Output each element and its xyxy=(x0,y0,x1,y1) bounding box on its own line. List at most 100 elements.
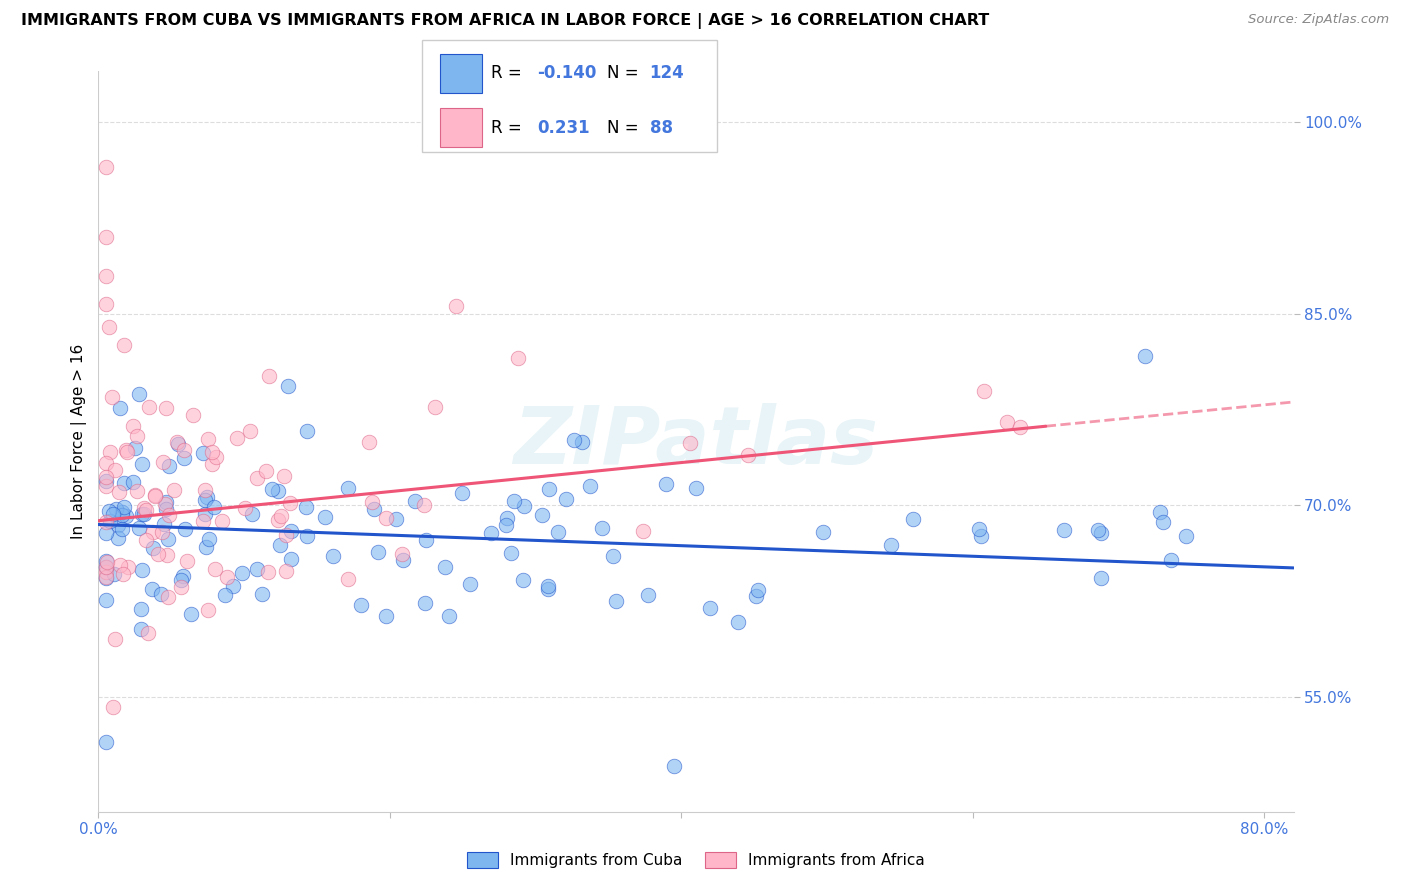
Point xyxy=(124,441,146,455)
Point xyxy=(392,552,415,566)
Point xyxy=(699,601,721,615)
Point xyxy=(94,456,117,470)
Point xyxy=(170,580,193,594)
Point xyxy=(280,524,302,538)
Point xyxy=(141,582,163,596)
Point xyxy=(1087,523,1109,537)
Point xyxy=(273,469,295,483)
Point xyxy=(747,582,769,597)
Point xyxy=(138,401,160,415)
Point xyxy=(156,548,179,562)
Point xyxy=(1175,529,1198,543)
Point xyxy=(155,401,177,415)
Point xyxy=(391,547,413,561)
Point xyxy=(499,546,522,560)
Point xyxy=(122,475,145,490)
Point xyxy=(274,564,297,578)
Point xyxy=(262,482,284,496)
Point xyxy=(481,526,503,541)
Point xyxy=(94,160,117,174)
Point xyxy=(191,446,214,460)
Point xyxy=(267,514,290,528)
Text: 88: 88 xyxy=(650,119,672,136)
Point xyxy=(415,533,437,548)
Point xyxy=(108,484,131,499)
Point xyxy=(157,508,180,522)
Point xyxy=(117,559,139,574)
Point xyxy=(110,401,132,415)
Point xyxy=(274,528,297,542)
Point xyxy=(194,493,217,508)
Point xyxy=(194,508,217,522)
Point xyxy=(115,509,138,524)
Point xyxy=(94,554,117,568)
Point xyxy=(94,268,117,283)
Point xyxy=(571,435,593,450)
Point xyxy=(222,579,245,593)
Point xyxy=(115,445,138,459)
Point xyxy=(562,433,585,447)
Point xyxy=(257,369,280,384)
Point xyxy=(404,493,426,508)
Point xyxy=(1053,523,1076,537)
Point xyxy=(94,230,117,244)
Point xyxy=(135,502,157,516)
Point xyxy=(605,593,627,607)
Point xyxy=(94,559,117,574)
Point xyxy=(204,450,226,464)
Point xyxy=(246,561,269,575)
Point xyxy=(157,532,180,546)
Point xyxy=(231,566,253,580)
Point xyxy=(94,526,117,541)
Point xyxy=(135,533,157,547)
Point xyxy=(173,450,195,465)
Point xyxy=(513,500,536,514)
Point xyxy=(96,571,118,585)
Text: -0.140: -0.140 xyxy=(537,64,596,82)
Point xyxy=(180,607,202,621)
Point xyxy=(295,500,318,514)
Point xyxy=(194,540,217,554)
Point xyxy=(173,443,195,458)
Point xyxy=(94,559,117,574)
Point xyxy=(129,622,152,636)
Point xyxy=(94,474,117,488)
Point xyxy=(547,524,569,539)
Point xyxy=(295,424,318,438)
Point xyxy=(103,700,125,714)
Point xyxy=(973,384,995,398)
Point xyxy=(155,494,177,508)
Point xyxy=(254,464,277,478)
Point xyxy=(503,494,526,508)
Point xyxy=(202,500,225,514)
Point xyxy=(96,296,118,310)
Point xyxy=(439,608,461,623)
Point xyxy=(413,498,436,512)
Point xyxy=(100,514,122,528)
Point xyxy=(174,522,197,536)
Point xyxy=(131,507,153,521)
Text: ZIPatlas: ZIPatlas xyxy=(513,402,879,481)
Point xyxy=(94,734,117,748)
Point xyxy=(121,419,143,434)
Point xyxy=(197,603,219,617)
Point xyxy=(155,501,177,516)
Point xyxy=(508,351,530,366)
Point xyxy=(201,457,224,471)
Point xyxy=(152,455,174,469)
Point xyxy=(157,591,180,605)
Point xyxy=(1152,516,1174,530)
Point xyxy=(297,529,319,543)
Point xyxy=(107,518,129,533)
Point xyxy=(537,582,560,596)
Point xyxy=(880,538,903,552)
Point xyxy=(530,508,553,523)
Point xyxy=(359,434,381,449)
Point xyxy=(98,319,121,334)
Point xyxy=(146,547,169,561)
Text: N =: N = xyxy=(607,64,644,82)
Point xyxy=(143,488,166,502)
Point xyxy=(350,598,373,612)
Point xyxy=(267,483,290,498)
Point xyxy=(163,483,186,497)
